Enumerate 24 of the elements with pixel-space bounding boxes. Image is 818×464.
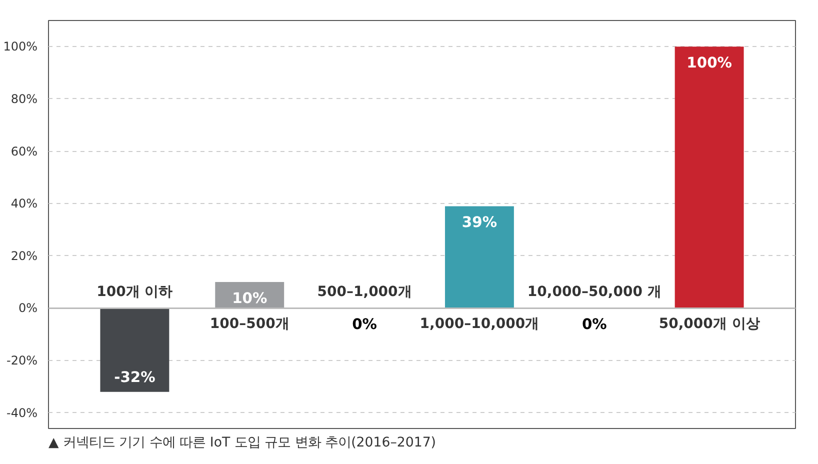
bar (100, 308, 170, 392)
bar (674, 46, 744, 308)
x-tick-label: 100개 이하 (96, 284, 173, 300)
data-label: 0% (582, 316, 608, 334)
data-label: 39% (462, 214, 498, 232)
y-tick-label: 100% (3, 40, 38, 54)
y-tick-label: 60% (10, 144, 38, 158)
bar (444, 206, 514, 308)
data-label: -32% (114, 368, 156, 386)
x-tick-label: 500–1,000개 (317, 284, 412, 300)
x-tick-label: 10,000–50,000 개 (527, 284, 662, 300)
data-label: 0% (352, 316, 378, 334)
y-tick-label: 80% (10, 92, 38, 106)
y-tick-label: 20% (10, 248, 38, 263)
y-tick-label: 40% (10, 196, 38, 211)
y-tick-label: -20% (6, 354, 38, 368)
x-tick-label: 50,000개 이상 (658, 316, 760, 332)
x-tick-label: 100–500개 (210, 316, 290, 332)
x-tick-label: 1,000–10,000개 (420, 316, 540, 332)
y-tick-label: -40% (6, 406, 38, 420)
y-tick-label: 0% (18, 301, 38, 316)
data-label: 10% (232, 290, 268, 308)
data-label: 100% (686, 54, 732, 72)
text: ▲ 커넥티드 기기 수에 따른 IoT 도입 규모 변화 추이(2016–2017) (48, 436, 436, 450)
